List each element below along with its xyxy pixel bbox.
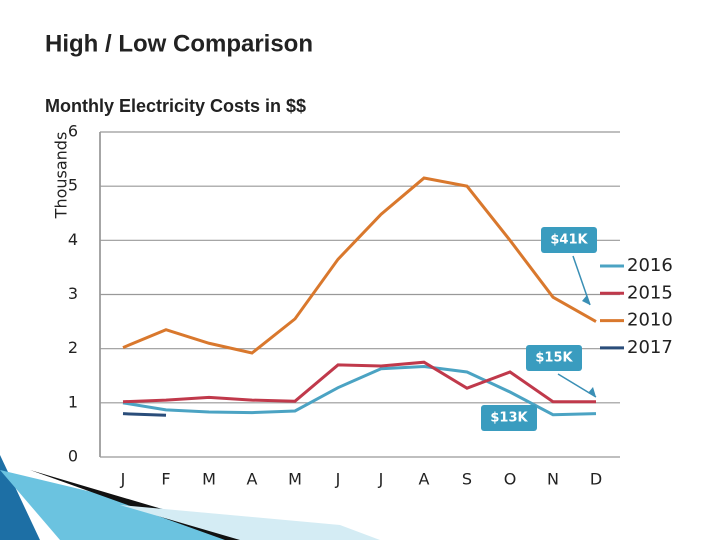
x-tick-label: A bbox=[419, 470, 430, 489]
x-tick-label: J bbox=[120, 470, 126, 489]
annotation-arrowhead bbox=[582, 295, 590, 305]
annotation-label: $13K bbox=[490, 411, 528, 426]
series-line bbox=[122, 412, 167, 417]
y-tick-label: 0 bbox=[68, 447, 78, 466]
series-line bbox=[122, 360, 596, 404]
y-tick-label: 1 bbox=[68, 392, 78, 411]
y-tick-label: 4 bbox=[68, 230, 78, 249]
legend-label: 2015 bbox=[627, 282, 673, 303]
x-tick-label: J bbox=[335, 470, 341, 489]
decoration bbox=[120, 505, 380, 540]
y-tick-label: 5 bbox=[68, 176, 78, 195]
series-line bbox=[122, 176, 597, 355]
annotation-box bbox=[541, 227, 597, 253]
legend-label: 2016 bbox=[627, 255, 673, 276]
y-tick-label: 6 bbox=[68, 122, 78, 141]
y-tick-label: 3 bbox=[68, 284, 78, 303]
x-tick-label: N bbox=[547, 470, 559, 489]
x-tick-label: J bbox=[378, 470, 384, 489]
x-tick-label: D bbox=[590, 470, 602, 489]
annotation-label: $15K bbox=[535, 351, 573, 366]
annotation-box bbox=[526, 345, 582, 371]
y-tick-label: 2 bbox=[68, 338, 78, 357]
annotation-label: $41K bbox=[550, 233, 588, 248]
annotation-arrowhead bbox=[588, 387, 596, 397]
x-tick-label: A bbox=[247, 470, 258, 489]
legend-label: 2010 bbox=[627, 310, 673, 331]
y-axis-label: Thousands bbox=[52, 132, 71, 220]
x-tick-label: M bbox=[288, 470, 302, 489]
annotation-box bbox=[481, 405, 537, 431]
series-line bbox=[122, 365, 597, 417]
x-tick-label: S bbox=[462, 470, 472, 489]
x-tick-label: F bbox=[161, 470, 170, 489]
x-tick-label: O bbox=[504, 470, 517, 489]
slide-title: High / Low Comparison bbox=[45, 30, 313, 57]
x-tick-label: M bbox=[202, 470, 216, 489]
chart-subtitle: Monthly Electricity Costs in $$ bbox=[45, 96, 306, 116]
legend-label: 2017 bbox=[627, 337, 673, 358]
